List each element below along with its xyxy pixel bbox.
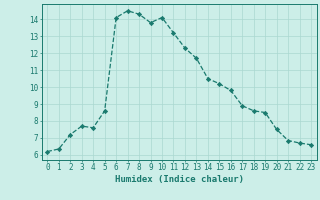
X-axis label: Humidex (Indice chaleur): Humidex (Indice chaleur) — [115, 175, 244, 184]
